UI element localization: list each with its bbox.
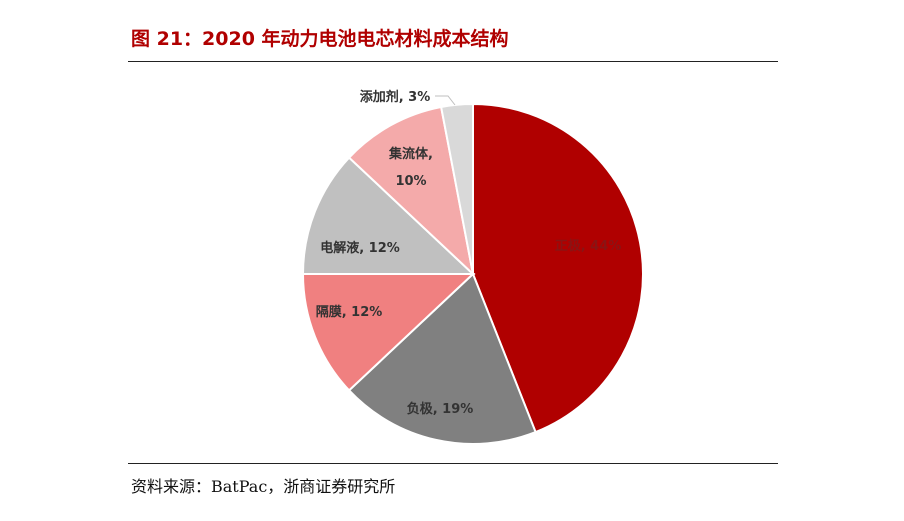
title-divider (128, 61, 778, 62)
pie-slices (301, 102, 644, 445)
pie-labels: 正极, 44% 负极, 19% 隔膜, 12% 电解液, 12% 集流体, 10… (316, 89, 622, 417)
slice-current-collector (347, 105, 475, 277)
source-divider (128, 463, 778, 464)
chart-title: 图 21：2020 年动力电池电芯材料成本结构 (131, 28, 509, 50)
label-current-collector-line1: 集流体, (388, 146, 433, 162)
slice-anode (347, 272, 537, 445)
label-current-collector-line2: 10% (395, 174, 426, 189)
slice-electrolyte (301, 156, 476, 275)
leader-line-additive (435, 95, 456, 106)
label-anode: 负极, 19% (407, 401, 474, 417)
label-cathode: 正极, 44% (555, 238, 622, 254)
label-electrolyte: 电解液, 12% (320, 240, 400, 256)
label-additive: 添加剂, 3% (360, 89, 431, 105)
slice-separator (301, 273, 476, 392)
label-separator: 隔膜, 12% (316, 304, 383, 320)
source-note: 资料来源：BatPac，浙商证券研究所 (131, 477, 396, 496)
slice-additive (439, 102, 474, 275)
slice-cathode (472, 102, 644, 434)
